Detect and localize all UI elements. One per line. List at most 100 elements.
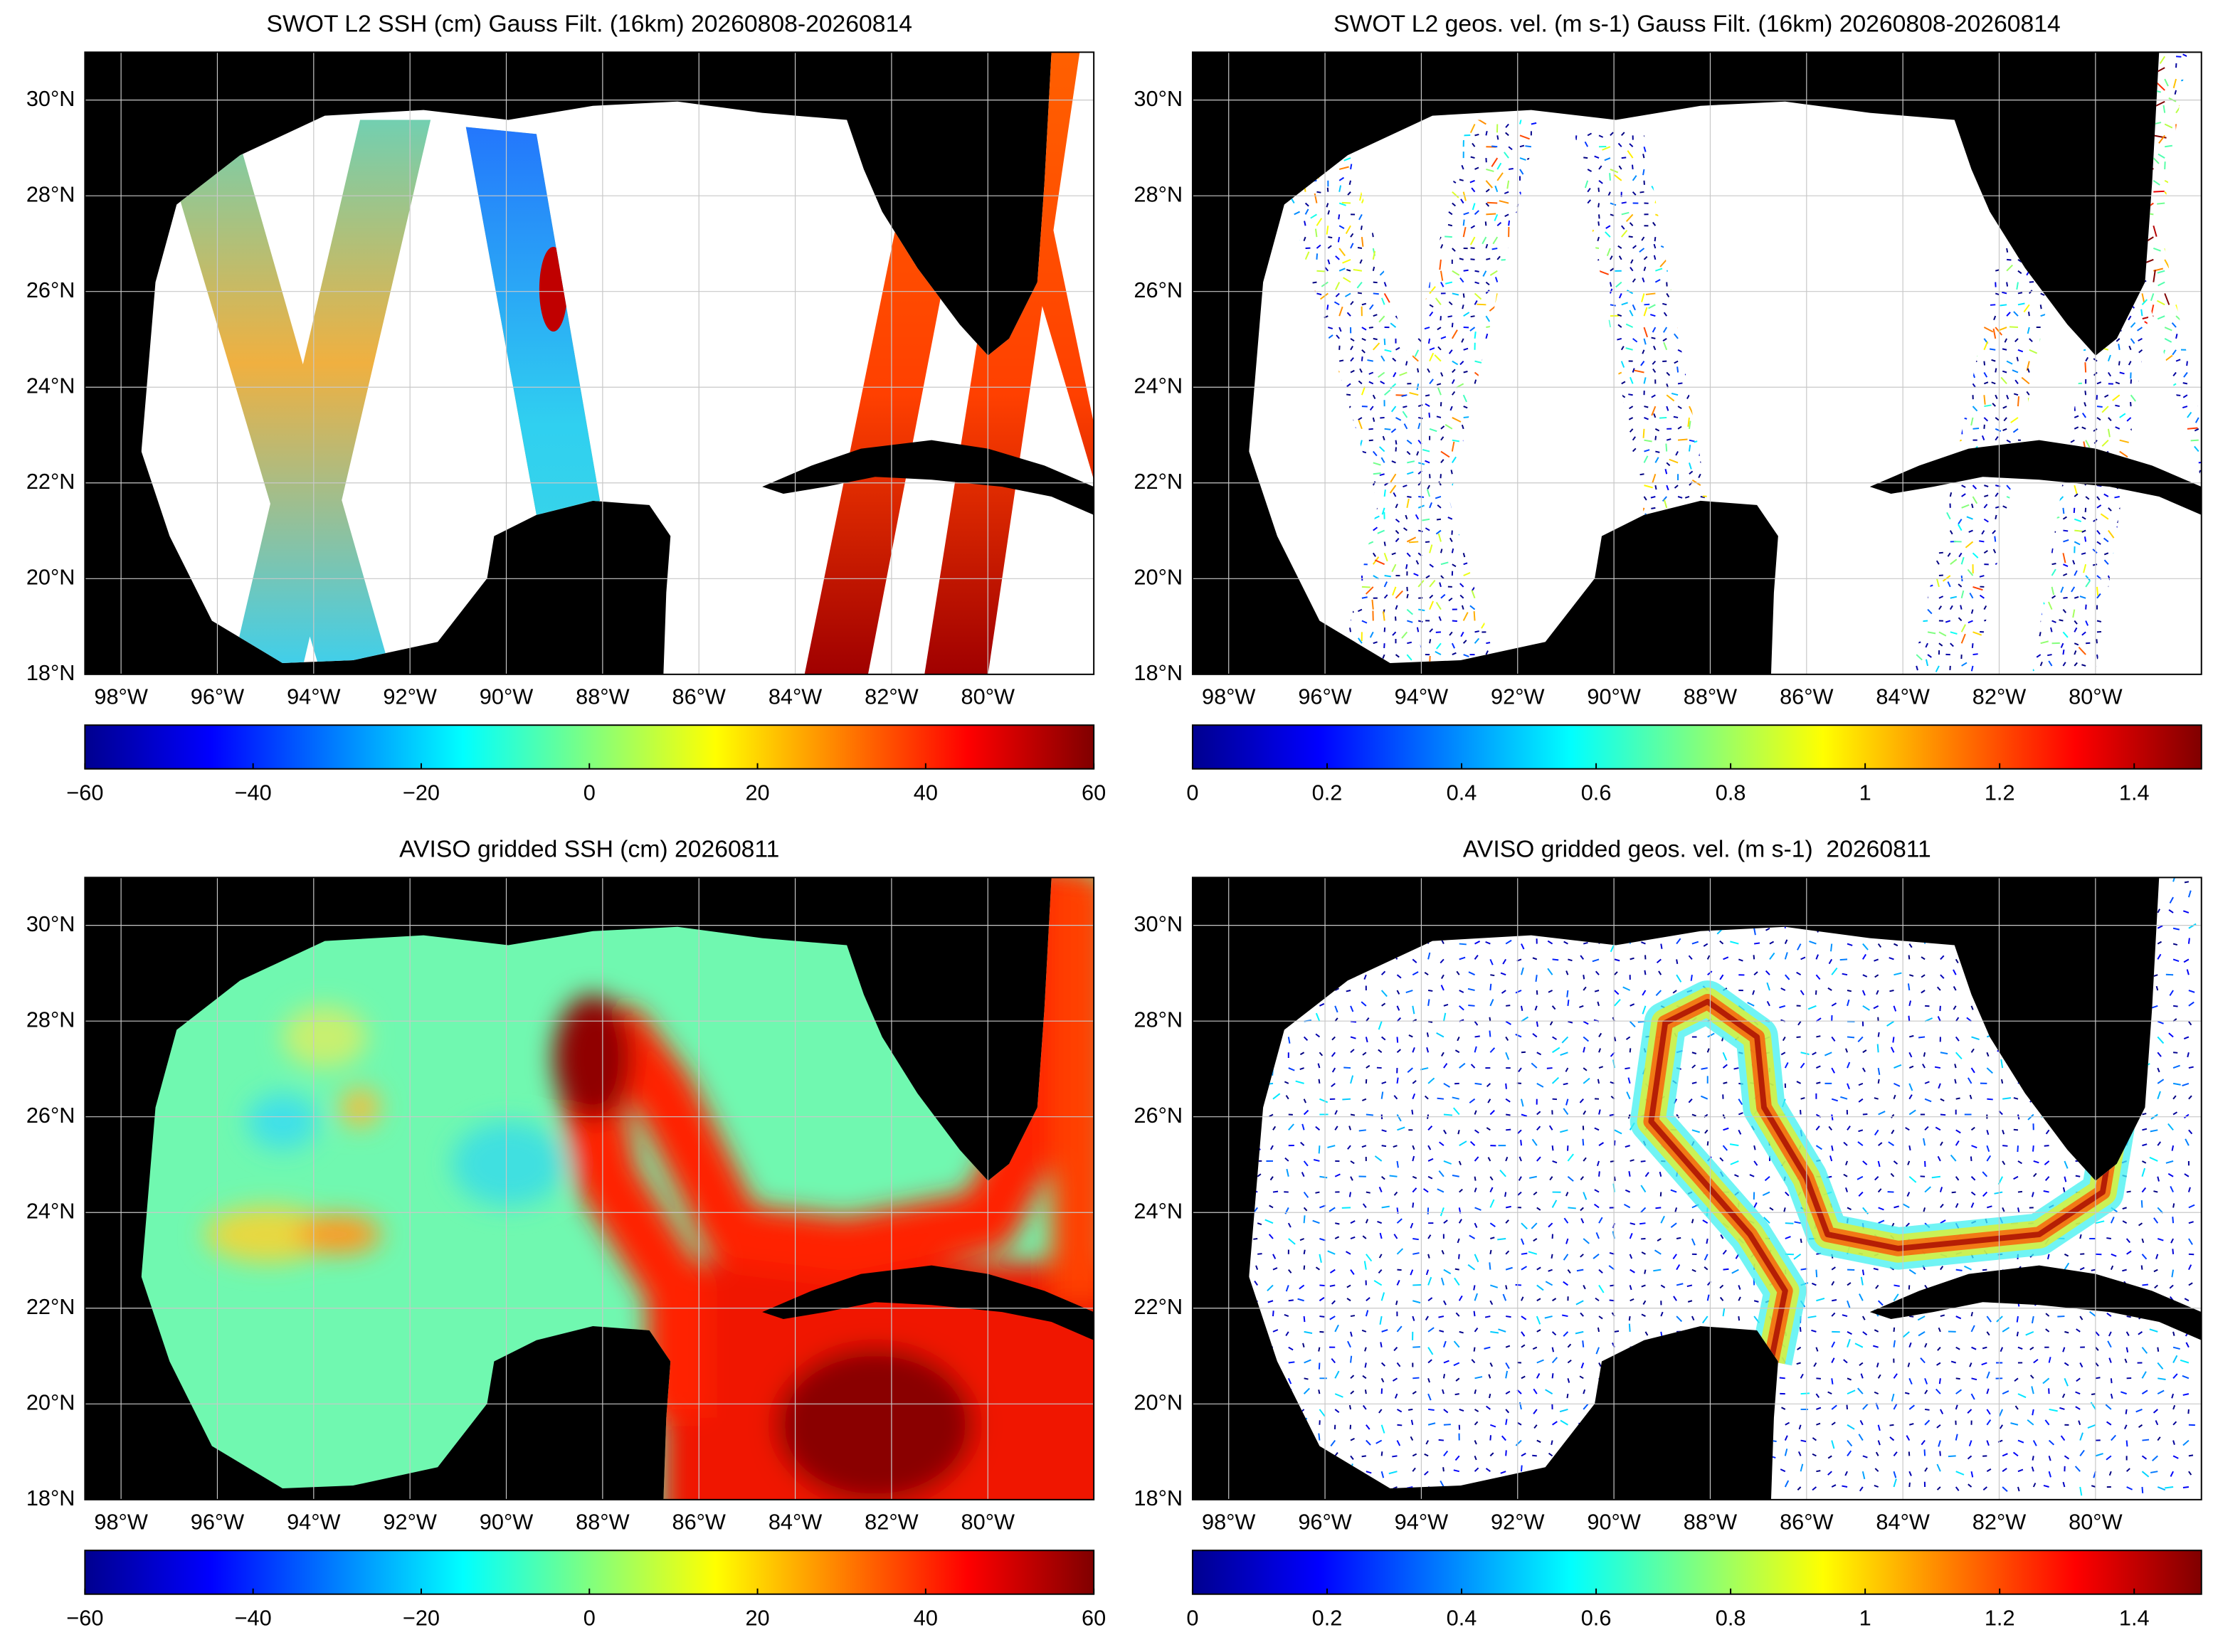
vector-arrow bbox=[1639, 248, 1645, 253]
vector-arrow bbox=[1454, 1049, 1460, 1054]
vector-arrow bbox=[1462, 394, 1467, 403]
vector-arrow bbox=[2107, 354, 2111, 361]
vector-arrow bbox=[1452, 270, 1460, 276]
vector-arrow bbox=[2164, 293, 2170, 305]
vector-arrow bbox=[2039, 632, 2042, 637]
vector-arrow bbox=[1338, 176, 1345, 181]
vector-arrow bbox=[2027, 327, 2030, 334]
vector-arrow bbox=[1303, 1191, 1309, 1198]
vector-arrow bbox=[1346, 1298, 1351, 1302]
vector-arrow bbox=[1269, 1176, 1274, 1181]
panel-title: AVISO gridded geos. vel. (m s-1) 2026081… bbox=[1463, 836, 1931, 863]
vector-arrow bbox=[1983, 341, 1989, 351]
vector-arrow bbox=[1470, 1064, 1476, 1069]
vector-arrow bbox=[1435, 297, 1442, 305]
vector-arrow bbox=[1506, 1005, 1511, 1007]
vector-arrow bbox=[1350, 369, 1355, 374]
vector-arrow bbox=[2017, 302, 2025, 306]
vector-arrow bbox=[1303, 1249, 1306, 1255]
vector-arrow bbox=[1426, 489, 1431, 497]
vector-arrow bbox=[1366, 1471, 1372, 1474]
x-tick-label: 90°W bbox=[480, 1510, 533, 1535]
vector-arrow bbox=[1486, 168, 1494, 172]
vector-arrow bbox=[1365, 1219, 1369, 1224]
vector-arrow bbox=[1416, 451, 1420, 456]
vector-arrow bbox=[1348, 1126, 1351, 1131]
vector-arrow bbox=[1454, 1277, 1460, 1286]
vector-arrow bbox=[1456, 970, 1460, 975]
vector-arrow bbox=[1560, 1419, 1568, 1426]
vector-arrow bbox=[1334, 1173, 1341, 1177]
vector-arrow bbox=[1397, 1126, 1405, 1131]
vector-arrow bbox=[1489, 1176, 1494, 1181]
vector-arrow bbox=[1330, 1439, 1336, 1447]
vector-arrow bbox=[1972, 586, 1983, 591]
vector-arrow bbox=[2096, 541, 2101, 545]
vector-arrow bbox=[1536, 1329, 1541, 1333]
vector-arrow bbox=[2083, 536, 2087, 542]
vector-arrow bbox=[1991, 359, 1996, 362]
vector-arrow bbox=[1382, 654, 1385, 659]
vector-arrow bbox=[1687, 417, 1690, 427]
vector-arrow bbox=[1505, 1390, 1511, 1394]
vector-arrow bbox=[1620, 346, 1625, 351]
vector-arrow bbox=[1407, 1067, 1413, 1073]
vector-arrow bbox=[1474, 1293, 1478, 1301]
vector-arrow bbox=[2062, 649, 2065, 655]
vector-arrow bbox=[1567, 1378, 1570, 1383]
vector-arrow bbox=[1392, 586, 1397, 596]
vector-arrow bbox=[1969, 593, 1974, 599]
vector-arrow bbox=[1316, 191, 1321, 194]
vector-arrow bbox=[1329, 1315, 1336, 1320]
y-tick-label: 26°N bbox=[1134, 277, 1183, 302]
vector-arrow bbox=[1380, 1377, 1385, 1383]
vector-arrow bbox=[1491, 157, 1499, 167]
vector-arrow bbox=[1390, 406, 1397, 413]
x-tick-label: 96°W bbox=[1298, 684, 1351, 709]
vector-arrow bbox=[1468, 1004, 1475, 1007]
vector-arrow bbox=[1947, 581, 1951, 588]
vector-arrow bbox=[1331, 1357, 1336, 1364]
vector-arrow bbox=[1485, 650, 1489, 655]
vector-arrow bbox=[1427, 1077, 1435, 1084]
vector-arrow bbox=[2084, 362, 2087, 373]
vector-arrow bbox=[1597, 203, 1600, 208]
vector-arrow bbox=[2101, 406, 2109, 413]
y-tick-label: 20°N bbox=[26, 564, 75, 589]
vector-arrow bbox=[2006, 439, 2012, 443]
vector-arrow bbox=[1459, 583, 1464, 588]
vector-arrow bbox=[1621, 302, 1628, 306]
vector-arrow bbox=[1364, 1362, 1367, 1368]
vector-arrow bbox=[1347, 1145, 1351, 1150]
vector-arrow bbox=[1299, 1052, 1305, 1056]
vector-arrow bbox=[1412, 1047, 1415, 1053]
vector-arrow bbox=[1366, 1113, 1373, 1116]
vector-arrow bbox=[2138, 338, 2143, 341]
vector-arrow bbox=[2017, 270, 2022, 275]
vector-arrow bbox=[2051, 586, 2055, 595]
vector-arrow bbox=[2023, 304, 2030, 313]
vector-arrow bbox=[1383, 292, 1390, 303]
vector-arrow bbox=[1346, 393, 1351, 396]
vector-arrow bbox=[1358, 417, 1363, 420]
vector-arrow bbox=[1474, 1389, 1477, 1394]
vector-arrow bbox=[1360, 226, 1363, 231]
vector-arrow bbox=[1470, 156, 1475, 159]
vector-arrow bbox=[1459, 1188, 1463, 1193]
vector-arrow bbox=[1566, 1393, 1569, 1399]
vector-arrow bbox=[1474, 133, 1479, 137]
vector-arrow bbox=[1496, 221, 1502, 227]
vector-arrow bbox=[1489, 1262, 1491, 1270]
vector-arrow bbox=[1338, 306, 1343, 317]
vector-arrow bbox=[1925, 659, 1929, 667]
vector-arrow bbox=[1350, 1269, 1355, 1275]
vector-arrow bbox=[1463, 654, 1469, 657]
vector-arrow bbox=[1533, 1424, 1538, 1429]
vector-arrow bbox=[1440, 459, 1444, 464]
vector-arrow bbox=[1288, 1123, 1294, 1131]
vector-arrow bbox=[1338, 166, 1349, 170]
vector-arrow bbox=[1440, 985, 1444, 991]
vector-arrow bbox=[2074, 541, 2081, 546]
vector-arrow bbox=[1327, 1250, 1336, 1255]
vector-arrow bbox=[1366, 1254, 1373, 1262]
